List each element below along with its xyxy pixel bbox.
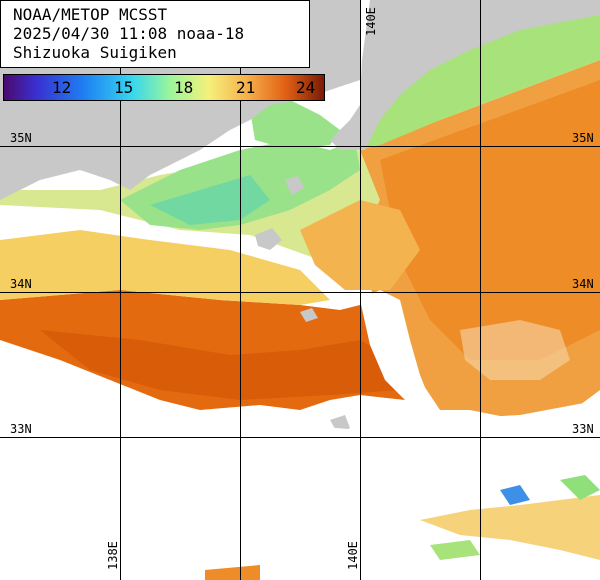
lon-label-140e-bottom: 140E	[346, 541, 360, 570]
scale-tick-24: 24	[296, 78, 316, 97]
warm-water-region	[0, 60, 600, 420]
sst-patches	[205, 475, 600, 580]
scale-tick-15: 15	[114, 78, 134, 97]
scale-tick-18: 18	[174, 78, 194, 97]
scale-tick-12: 12	[52, 78, 72, 97]
lat-label-34n-right: 34N	[572, 277, 594, 291]
lat-label-33n-right: 33N	[572, 422, 594, 436]
header-box: NOAA/METOP MCSST 2025/04/30 11:08 noaa-1…	[0, 0, 310, 68]
lat-label-33n-left: 33N	[10, 422, 32, 436]
cloud-region	[0, 290, 600, 580]
lat-label-35n-right: 35N	[572, 131, 594, 145]
color-scale: 12 15 18 21 24	[3, 74, 325, 101]
header-timestamp: 2025/04/30 11:08 noaa-18	[13, 24, 245, 43]
lat-label-34n-left: 34N	[10, 277, 32, 291]
header-sensor: NOAA/METOP MCSST	[13, 5, 168, 24]
scale-tick-21: 21	[236, 78, 256, 97]
lon-label-140e-top: 140E	[364, 7, 378, 36]
lat-label-35n-left: 35N	[10, 131, 32, 145]
header-source: Shizuoka Suigiken	[13, 43, 177, 62]
lon-label-138e-bottom: 138E	[106, 541, 120, 570]
